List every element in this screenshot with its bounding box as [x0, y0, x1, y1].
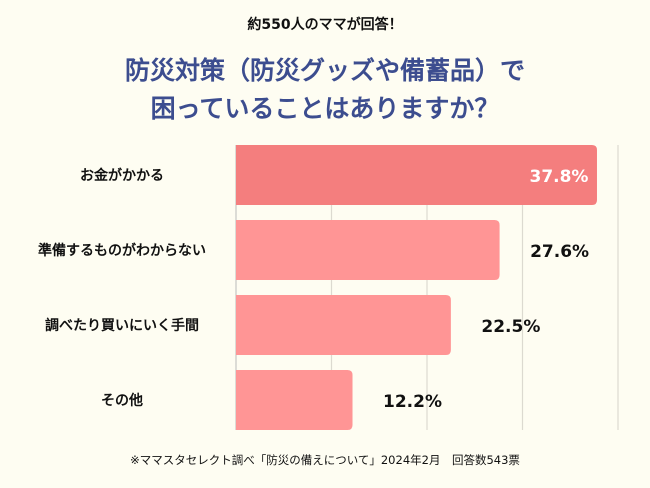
bar: [236, 145, 597, 205]
value-label: 22.5%: [481, 317, 540, 337]
subtitle: 約550人のママが回答！: [247, 17, 403, 33]
bar: [236, 295, 451, 355]
title-line-1: 防災対策（防災グッズや備蓄品）で: [124, 56, 525, 85]
page-title: 防災対策（防災グッズや備蓄品）で 困っていることはありますか？: [0, 52, 650, 128]
source-note: ※ママスタセレクト調べ「防災の備えについて」2024年2月 回答数543票: [130, 453, 520, 467]
value-label: 37.8%: [529, 167, 588, 187]
value-label: 27.6%: [530, 242, 589, 262]
title-line-2: 困っていることはありますか？: [150, 94, 500, 123]
bar: [236, 220, 500, 280]
category-label: 調べたり買いにいく手間: [45, 317, 199, 334]
category-label: 準備するものがわからない: [38, 242, 206, 259]
category-label: その他: [101, 392, 143, 409]
value-label: 12.2%: [383, 392, 442, 412]
bar: [236, 370, 353, 430]
category-label: お金がかかる: [80, 167, 164, 184]
